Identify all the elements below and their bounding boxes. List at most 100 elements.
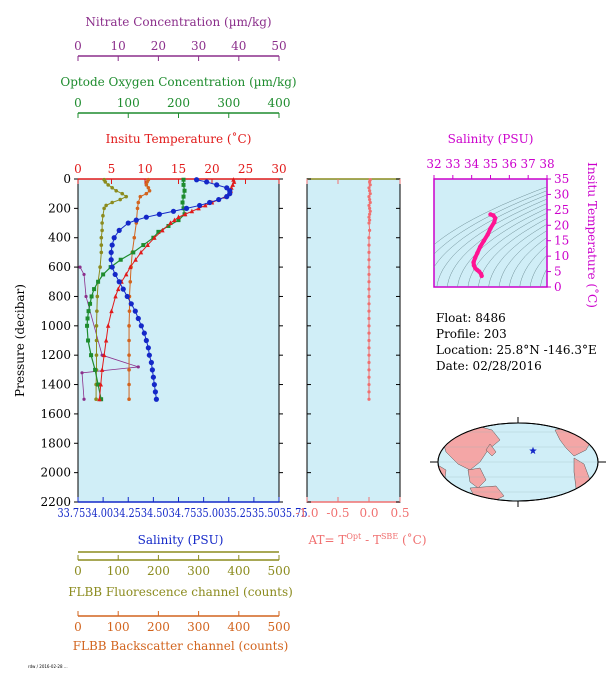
at-point: [367, 390, 371, 394]
salinity-point: [128, 301, 134, 307]
pressure-axis-label: Pressure (decibar): [13, 284, 27, 397]
temperature-point: [109, 308, 114, 314]
density-contour: [467, 212, 547, 287]
fluorescence-point: [98, 265, 102, 269]
float-location-marker: [529, 446, 537, 455]
salinity-point: [153, 396, 159, 402]
nitrate-tick-label: 50: [271, 39, 286, 53]
temperature-point: [128, 264, 133, 270]
oxygen-point: [92, 287, 97, 292]
ts-y-tick-label: 30: [554, 187, 569, 201]
salinity-point: [143, 337, 149, 344]
nitrate-point: [80, 371, 84, 375]
salinity-point: [156, 211, 163, 217]
salinity-point: [143, 214, 149, 220]
at-point: [367, 360, 371, 365]
pressure-tick-label: 1200: [40, 348, 71, 362]
ts-y-tick-label: 15: [554, 234, 569, 248]
at-point: [368, 228, 372, 232]
salinity-point: [146, 352, 152, 358]
salinity-tick-labels: 33.7534.0034.2534.5034.7535.0035.2535.50…: [58, 506, 308, 520]
ts-y-tick-label: 5: [554, 265, 562, 279]
ts-y-tick-label: 0: [554, 280, 562, 294]
at-point: [368, 218, 372, 222]
ts-point: [492, 220, 497, 225]
at-point: [367, 346, 371, 350]
at-point: [367, 324, 371, 328]
density-contour: [529, 254, 547, 287]
at-point: [367, 215, 371, 219]
at-point: [367, 280, 371, 284]
oxygen-point: [166, 223, 171, 228]
ts-x-tick-label: 37: [521, 157, 536, 171]
at-point: [367, 243, 371, 247]
at-point: [368, 200, 372, 205]
at-tick-label: -0.5: [326, 506, 349, 520]
backscatter-point: [144, 183, 149, 187]
backscatter-point: [127, 324, 131, 328]
pressure-tick-label: 1800: [40, 436, 71, 450]
at-tick-label: -1.0: [295, 506, 318, 520]
temperature-axis-title: Insitu Temperature (˚C): [106, 131, 252, 146]
oxygen-point: [96, 382, 101, 387]
oxygen-point: [101, 272, 106, 277]
ts-axis-title: Salinity (PSU): [448, 132, 534, 146]
at-axis-title: AT= TOpt - TSBE (˚C): [307, 532, 426, 547]
oxygen-point: [99, 397, 104, 402]
backscatter-tick-label: 200: [147, 620, 170, 634]
oxygen-profile-line: [86, 179, 186, 400]
nitrate-tick-label: 20: [151, 39, 166, 53]
density-contour: [434, 190, 547, 255]
footnote: rdw / 2016-02-28 ...: [28, 664, 68, 669]
temperature-point: [152, 235, 157, 240]
map-landmass: [467, 467, 487, 489]
fluorescence-point: [124, 194, 129, 199]
at-point: [368, 206, 372, 210]
at-axis-title-part: AT= T: [307, 533, 346, 547]
oxygen-point: [156, 229, 161, 234]
at-point: [368, 189, 372, 193]
salinity-point: [197, 202, 203, 209]
salinity-point: [120, 286, 126, 292]
oxygen-point: [89, 353, 94, 358]
backscatter-point: [136, 200, 141, 205]
salinity-point: [116, 227, 122, 233]
salinity-point: [138, 323, 144, 329]
nitrate-point: [82, 397, 86, 401]
backscatter-point: [147, 188, 152, 193]
temperature-point: [145, 242, 150, 248]
ts-y-tick-label: 20: [554, 218, 569, 232]
location-text: Location: 25.8°N -146.3°E: [436, 343, 597, 357]
profile-number: Profile: 203: [436, 327, 507, 341]
density-contour: [488, 223, 547, 287]
salinity-point: [150, 374, 156, 380]
backscatter-tick-label: 400: [227, 620, 250, 634]
nitrate-point: [136, 365, 140, 369]
density-contour: [540, 268, 547, 287]
fluorescence-point: [100, 228, 104, 233]
ts-point: [488, 226, 493, 231]
at-point: [367, 353, 371, 357]
oxygen-point: [93, 367, 98, 372]
temperature-tick-label: 30: [271, 162, 286, 176]
temperature-point: [124, 271, 129, 277]
at-point: [367, 250, 371, 255]
temperature-point: [160, 227, 165, 233]
backscatter-tick-label: 100: [107, 620, 130, 634]
fluorescence-point: [110, 186, 114, 190]
density-contour: [519, 245, 547, 287]
fluorescence-point: [120, 191, 125, 196]
oxygen-point: [118, 257, 123, 262]
temperature-point: [183, 211, 188, 217]
at-point: [367, 272, 371, 277]
backscatter-point: [135, 206, 140, 211]
fluorescence-point: [94, 397, 98, 402]
oxygen-point: [181, 177, 186, 182]
at-point: [367, 331, 371, 335]
at-point: [367, 316, 371, 321]
temperature-point: [133, 257, 138, 262]
at-axis-title-part: (˚C): [398, 532, 426, 547]
at-point: [367, 195, 371, 199]
